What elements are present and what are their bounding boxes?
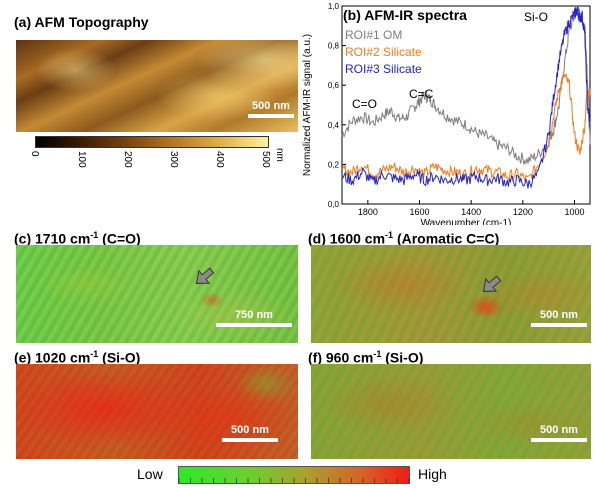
arrow-icon [482,275,502,292]
x-tick-label: 1400 [461,207,481,217]
panel-f-label: (f) 960 cm [308,349,374,366]
cb-tick: 500 [260,151,271,168]
series-line-1 [341,72,591,182]
y-tick-label: 0,2 [328,160,340,169]
low-high-colorbar [178,466,410,484]
x-tick-label: 1000 [564,207,584,217]
afm-ir-map-1600: 500 nm [311,245,591,343]
scale-bar-line [222,438,278,442]
colorbar-low-label: Low [137,466,163,482]
legend-roi1: ROI#1 OM [345,28,403,42]
x-tick-label: 1800 [358,207,378,217]
scale-bar-c: 750 nm [216,309,292,327]
panel-e-sup: -1 [90,349,99,359]
scale-bar-f: 500 nm [531,424,587,442]
y-tick-label: 0,0 [328,200,340,209]
panel-d-sup: -1 [385,230,394,240]
x-tick-label: 1600 [409,207,429,217]
cb-tick: 300 [168,151,179,168]
panel-a-title: (a) AFM Topography [14,14,149,30]
panel-e-suffix: (Si-O) [98,349,141,366]
annotation-co: C=O [352,97,378,111]
panel-e-label: (e) 1020 cm [14,349,91,366]
afm-ir-map-1710: 750 nm [16,245,298,343]
x-tick-label: 1200 [513,207,533,217]
x-axis-label: Wavenumber (cm-1) [421,218,512,225]
colorbar-high-label: High [418,466,447,482]
scale-bar-line [216,323,292,327]
annotation-sio: Si-O [524,10,548,24]
panel-f-suffix: (Si-O) [381,349,424,366]
panel-f-title: (f) 960 cm-1 (Si-O) [308,346,423,366]
colorbar-unit: nm [274,148,285,162]
scale-text-d: 500 nm [540,309,578,321]
cb-tick: 200 [122,151,133,168]
topography-colorbar [35,136,269,148]
scale-bar-a: 500 nm [248,100,294,118]
panel-d-suffix: (Aromatic C=C) [393,230,500,247]
scale-bar-line [248,114,294,118]
panel-c-sup: -1 [90,230,99,240]
low-high-colorbar-ticks [178,478,410,483]
plot-frame [341,5,591,205]
y-tick-label: 0,6 [328,81,340,90]
afm-ir-map-1020: 500 nm [16,364,298,459]
scale-bar-line [531,323,587,327]
topography-colorbar-ticks: 0 100 200 300 400 500 [29,147,271,177]
panel-d-label: (d) 1600 cm [308,230,386,247]
scale-text-f: 500 nm [540,424,578,436]
panel-c-title: (c) 1710 cm-1 (C=O) [14,227,141,247]
scale-bar-e: 500 nm [222,424,278,442]
cb-tick: 100 [76,151,87,168]
annotation-cc: C=C [409,87,434,101]
scale-bar-line [531,438,587,442]
y-tick-label: 0,4 [328,121,340,130]
panel-d-title: (d) 1600 cm-1 (Aromatic C=C) [308,227,499,247]
arrow-icon [195,267,215,284]
panel-e-title: (e) 1020 cm-1 (Si-O) [14,346,140,366]
afm-topography-image: 500 nm [16,40,298,132]
legend-roi3: ROI#3 Silicate [345,62,422,76]
cb-tick: 0 [29,151,40,157]
series-line-2 [341,6,591,189]
cb-tick: 400 [214,151,225,168]
panel-c-label: (c) 1710 cm [14,230,91,247]
legend-roi2: ROI#2 Silicate [345,45,422,59]
scale-text-e: 500 nm [231,424,269,436]
panel-f-sup: -1 [373,349,382,359]
scale-text-c: 750 nm [235,309,273,321]
panel-c-suffix: (C=O) [98,230,141,247]
afm-ir-spectra-chart: 1800 1600 1400 1200 1000 0,0 0,2 0,4 0,6 0,8 1,0 Wa… [302,2,591,225]
y-tick-label: 0,8 [328,42,340,51]
scale-bar-d: 500 nm [531,309,587,327]
panel-b-title: (b) AFM-IR spectra [343,7,467,23]
y-tick-label: 1,0 [328,2,340,11]
afm-ir-map-960: 500 nm [311,364,591,459]
y-axis-label: Normalized AFM-IR signal (a.u.) [302,34,313,176]
scale-text-a: 500 nm [252,100,290,112]
